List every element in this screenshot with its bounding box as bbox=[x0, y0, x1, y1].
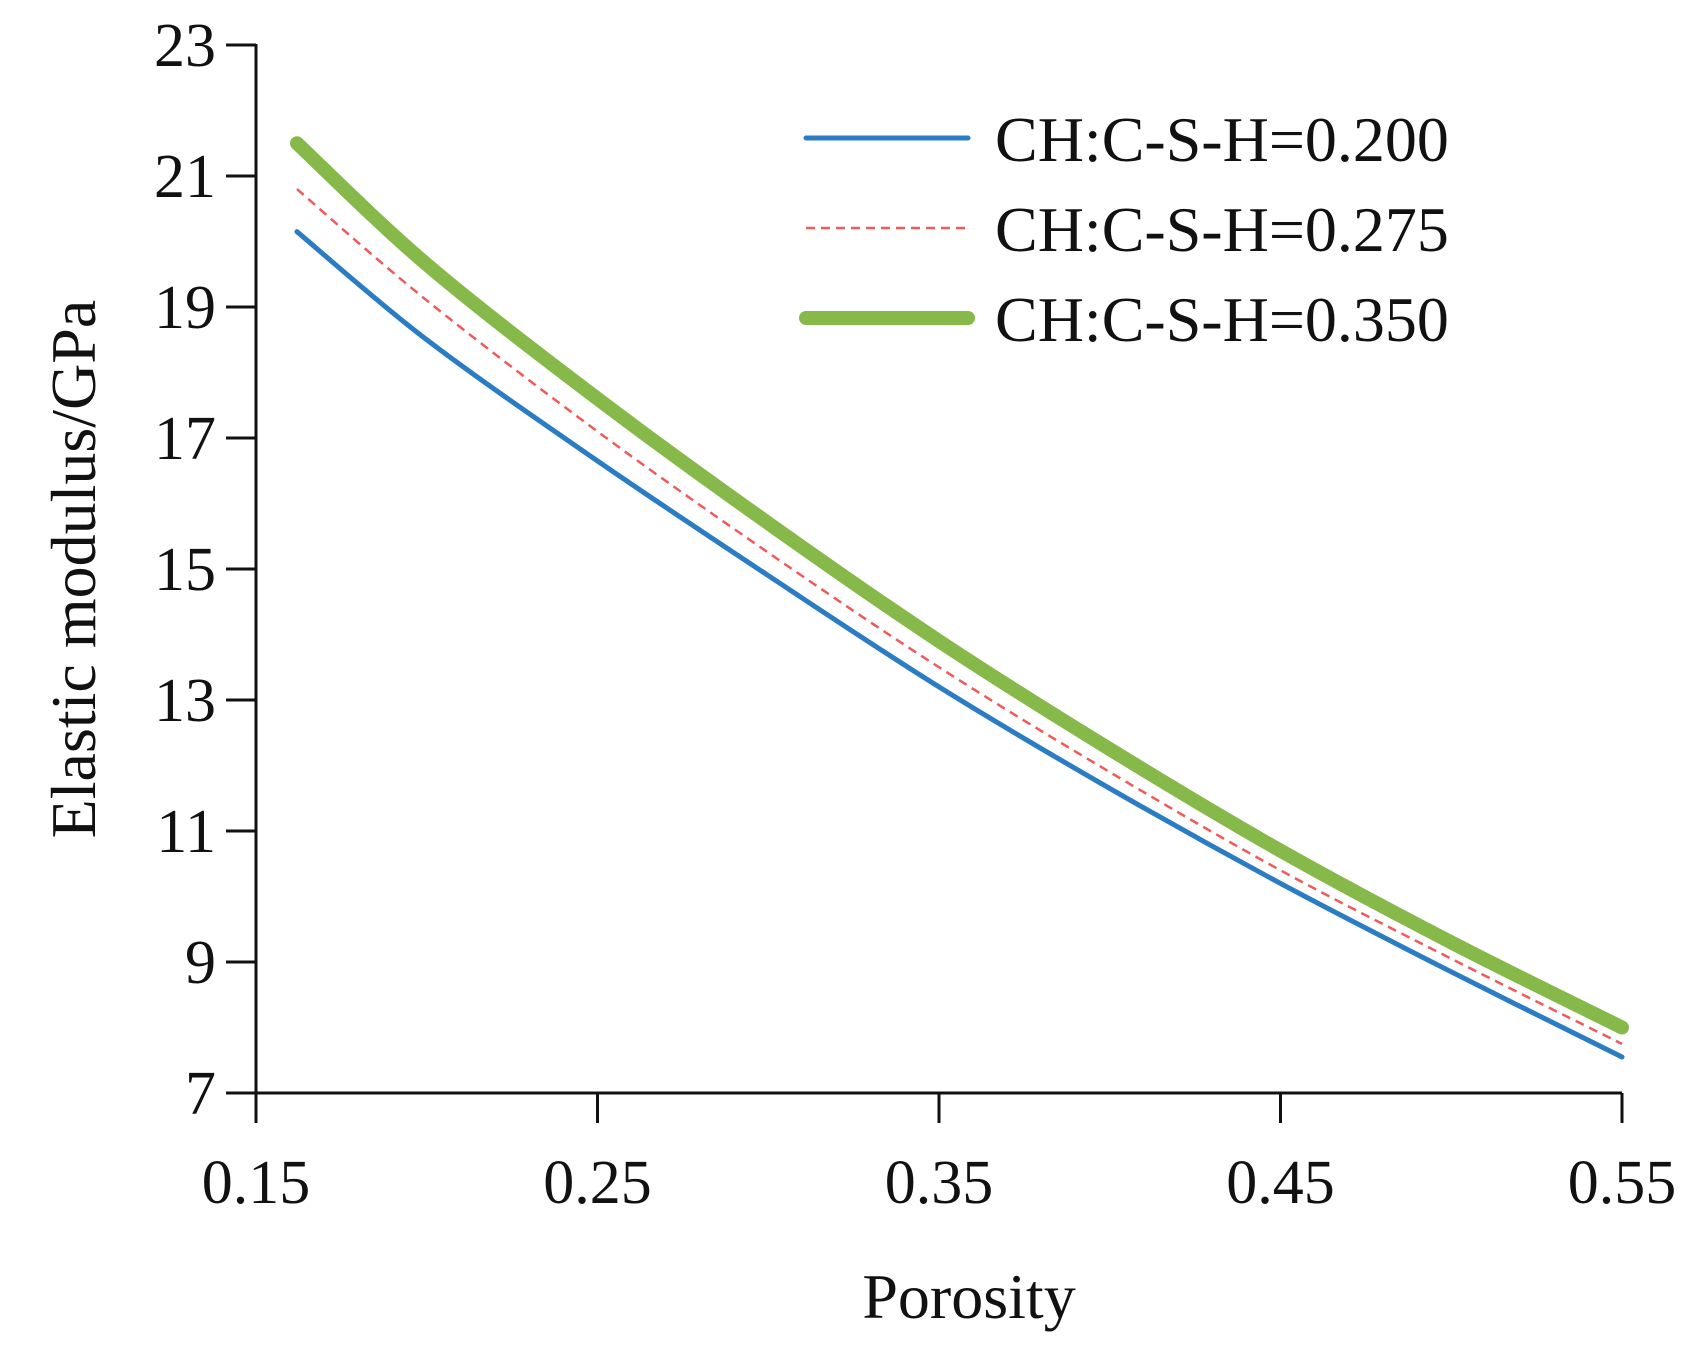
legend-label-2: CH:C-S-H=0.275 bbox=[995, 194, 1449, 265]
x-tick-label: 0.45 bbox=[1226, 1149, 1335, 1217]
x-tick-label: 0.55 bbox=[1568, 1149, 1677, 1217]
y-tick-label: 9 bbox=[185, 929, 216, 997]
axes-layer: 7 9 11 13 15 17 19 21 23 0.15 0.25 0.35 0.45 0.55 Poro… bbox=[38, 12, 1676, 1332]
series-line-2 bbox=[296, 188, 1623, 1045]
legend: CH:C-S-H=0.200 CH:C-S-H=0.275 CH:C-S-H=0.3… bbox=[799, 104, 1449, 355]
y-tick-label: 15 bbox=[154, 536, 216, 604]
y-tick-label: 11 bbox=[156, 798, 216, 866]
legend-label-1: CH:C-S-H=0.200 bbox=[995, 104, 1449, 175]
legend-label-3: CH:C-S-H=0.350 bbox=[995, 284, 1449, 355]
y-axis-title: Elastic modulus/GPa bbox=[38, 300, 109, 839]
series-layer bbox=[289, 136, 1629, 1060]
x-tick-label: 0.25 bbox=[543, 1149, 652, 1217]
y-tick-label: 23 bbox=[154, 12, 216, 80]
y-tick-label: 21 bbox=[154, 143, 216, 211]
y-tick-label: 19 bbox=[154, 274, 216, 342]
y-tick-label: 17 bbox=[154, 405, 216, 473]
x-tick-label: 0.15 bbox=[202, 1149, 311, 1217]
y-tick-label: 7 bbox=[185, 1060, 216, 1128]
series-line-3 bbox=[289, 136, 1629, 1035]
x-axis-title: Porosity bbox=[862, 1261, 1075, 1332]
series-line-1 bbox=[294, 229, 1625, 1060]
x-tick-label: 0.35 bbox=[885, 1149, 994, 1217]
y-tick-label: 13 bbox=[154, 667, 216, 735]
